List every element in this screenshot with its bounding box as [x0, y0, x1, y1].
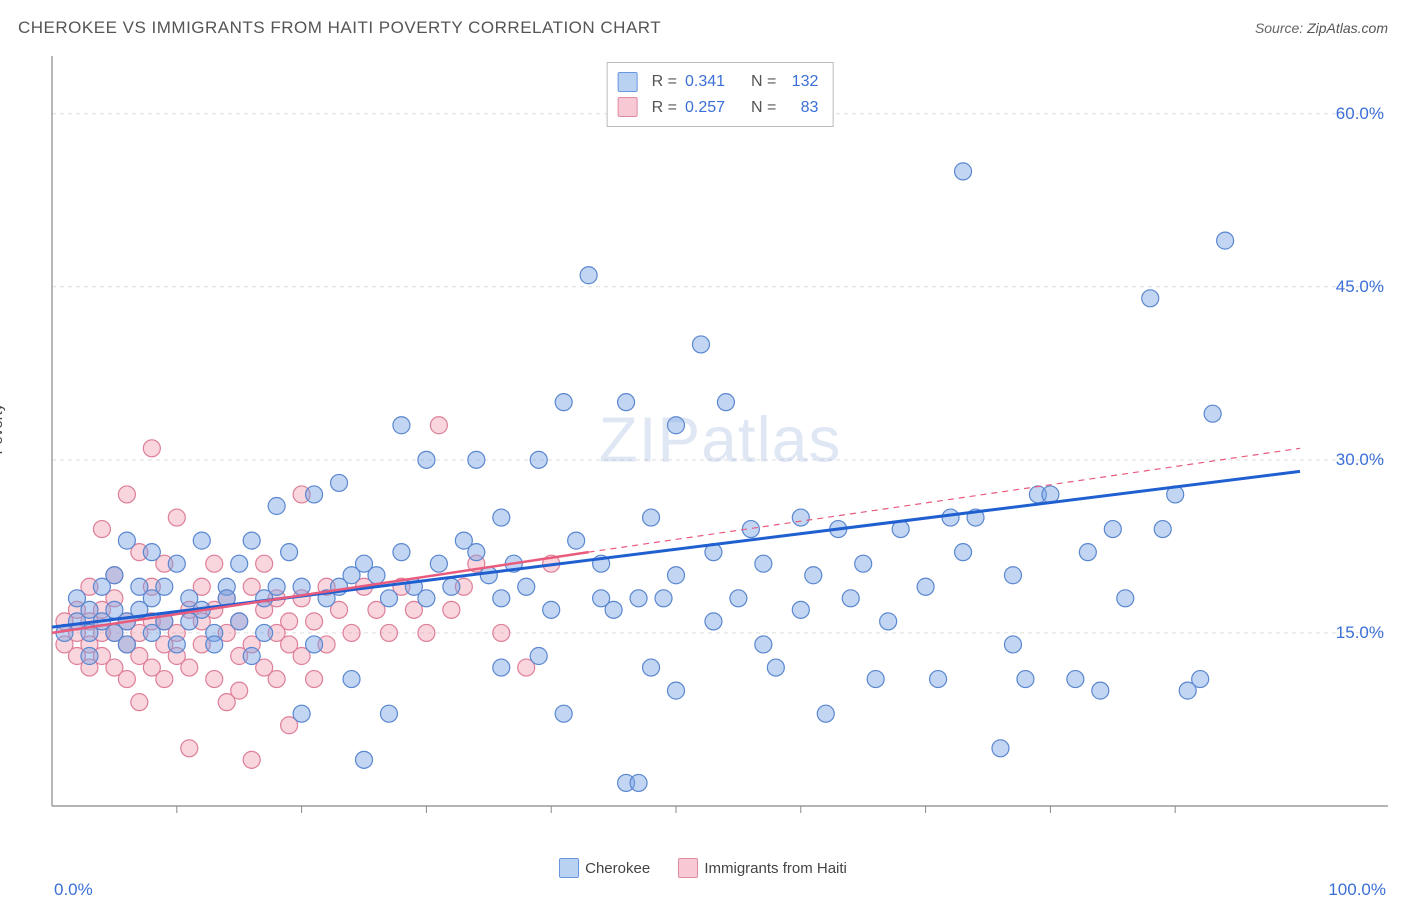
- legend-row-cherokee: R = 0.341 N = 132: [618, 69, 819, 95]
- swatch-cherokee: [559, 858, 579, 878]
- swatch-cherokee: [618, 72, 638, 92]
- legend-item-haiti: Immigrants from Haiti: [678, 858, 847, 878]
- legend-item-cherokee: Cherokee: [559, 858, 650, 878]
- y-axis-label: Poverty: [0, 404, 6, 455]
- swatch-haiti: [678, 858, 698, 878]
- legend-label: Cherokee: [585, 860, 650, 877]
- chart-area: ZIPatlas R = 0.341 N = 132 R = 0.257 N =…: [50, 54, 1390, 834]
- y-tick-label: 15.0%: [1336, 623, 1384, 643]
- swatch-haiti: [618, 97, 638, 117]
- x-axis-min: 0.0%: [54, 880, 93, 900]
- correlation-legend: R = 0.341 N = 132 R = 0.257 N = 83: [607, 62, 834, 127]
- y-tick-label: 60.0%: [1336, 104, 1384, 124]
- y-tick-label: 30.0%: [1336, 450, 1384, 470]
- legend-row-haiti: R = 0.257 N = 83: [618, 95, 819, 121]
- scatter-plot: [50, 54, 1390, 834]
- y-tick-label: 45.0%: [1336, 277, 1384, 297]
- legend-label: Immigrants from Haiti: [704, 860, 847, 877]
- series-legend: Cherokee Immigrants from Haiti: [0, 858, 1406, 882]
- source-credit: Source: ZipAtlas.com: [1255, 20, 1388, 36]
- chart-title: CHEROKEE VS IMMIGRANTS FROM HAITI POVERT…: [18, 18, 661, 38]
- x-axis-max: 100.0%: [1328, 880, 1386, 900]
